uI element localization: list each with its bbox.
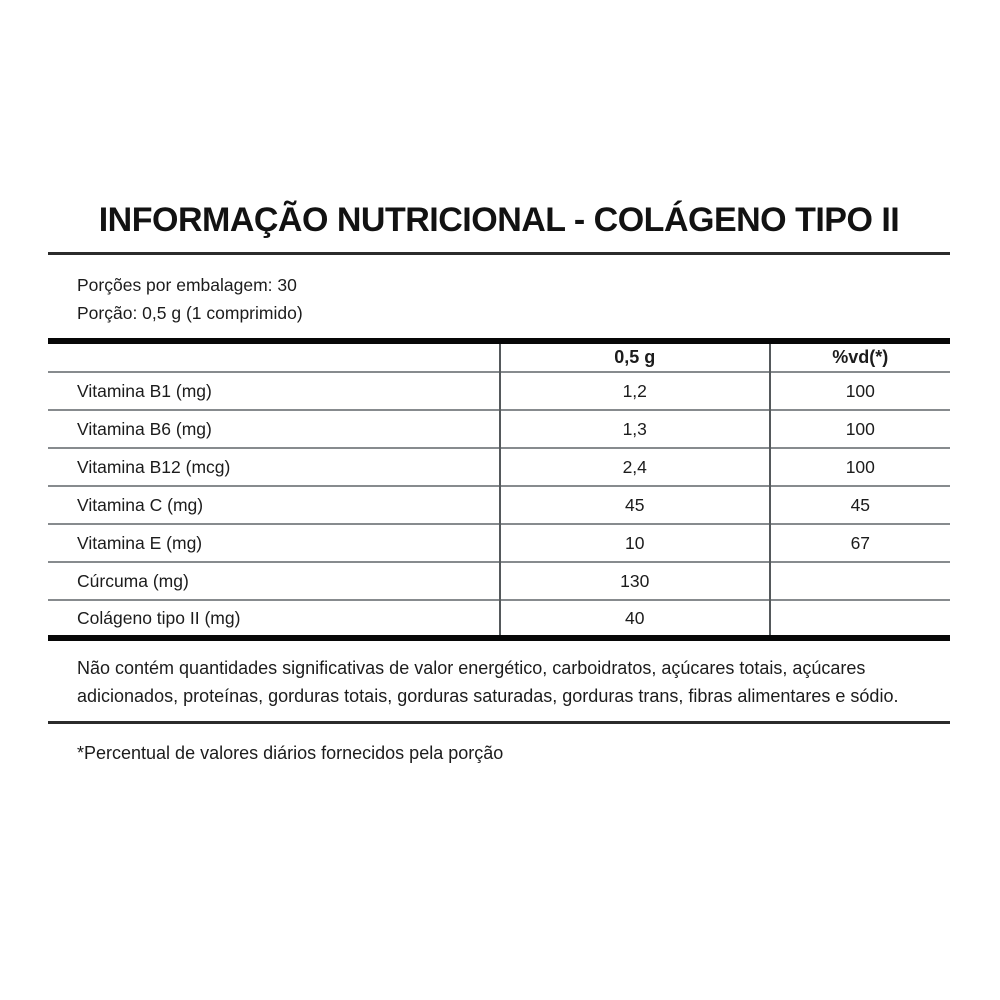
amount-cell: 2,4 xyxy=(498,448,770,486)
daily-value-cell: 100 xyxy=(768,448,950,486)
nutrient-name-cell: Vitamina B1 (mg) xyxy=(48,372,500,410)
nutrient-name-cell: Vitamina B12 (mcg) xyxy=(48,448,500,486)
daily-value-cell: 100 xyxy=(768,372,950,410)
column-header-amount: 0,5 g xyxy=(498,341,770,372)
page-title: INFORMAÇÃO NUTRICIONAL - COLÁGENO TIPO I… xyxy=(98,201,900,239)
table-header-row: 0,5 g %vd(*) xyxy=(48,341,950,372)
nutrition-label: INFORMAÇÃO NUTRICIONAL - COLÁGENO TIPO I… xyxy=(48,0,950,766)
table-row: Vitamina C (mg) 45 45 xyxy=(48,486,950,524)
amount-cell: 40 xyxy=(498,600,770,638)
daily-value-cell xyxy=(768,562,950,600)
disclaimer-text: Não contém quantidades significativas de… xyxy=(77,658,899,706)
table-row: Vitamina B6 (mg) 1,3 100 xyxy=(48,410,950,448)
table-row: Vitamina B1 (mg) 1,2 100 xyxy=(48,372,950,410)
amount-cell: 130 xyxy=(498,562,770,600)
nutrient-name-cell: Colágeno tipo II (mg) xyxy=(48,600,500,638)
column-header-daily-value: %vd(*) xyxy=(768,341,950,372)
daily-value-cell: 67 xyxy=(768,524,950,562)
table-row: Cúrcuma (mg) 130 xyxy=(48,562,950,600)
serving-info: Porções por embalagem: 30 Porção: 0,5 g … xyxy=(77,271,950,327)
footnote-text: *Percentual de valores diários fornecido… xyxy=(77,743,504,763)
table-row: Colágeno tipo II (mg) 40 xyxy=(48,600,950,638)
servings-per-package: Porções por embalagem: 30 xyxy=(77,275,297,295)
daily-value-cell: 100 xyxy=(768,410,950,448)
nutrient-name-cell: Vitamina E (mg) xyxy=(48,524,500,562)
nutrient-name-cell: Vitamina B6 (mg) xyxy=(48,410,500,448)
footnote-divider xyxy=(48,721,950,724)
table-row: Vitamina B12 (mcg) 2,4 100 xyxy=(48,448,950,486)
amount-cell: 10 xyxy=(498,524,770,562)
title-divider xyxy=(48,252,950,255)
serving-size: Porção: 0,5 g (1 comprimido) xyxy=(77,303,303,323)
nutrient-name-cell: Vitamina C (mg) xyxy=(48,486,500,524)
daily-value-cell xyxy=(768,600,950,638)
daily-value-cell: 45 xyxy=(768,486,950,524)
amount-cell: 1,3 xyxy=(498,410,770,448)
table-row: Vitamina E (mg) 10 67 xyxy=(48,524,950,562)
nutrient-name-cell: Cúrcuma (mg) xyxy=(48,562,500,600)
nutrition-table: 0,5 g %vd(*) Vitamina B1 (mg) 1,2 100 Vi… xyxy=(48,338,950,641)
column-header-nutrient xyxy=(48,341,500,372)
amount-cell: 1,2 xyxy=(498,372,770,410)
amount-cell: 45 xyxy=(498,486,770,524)
